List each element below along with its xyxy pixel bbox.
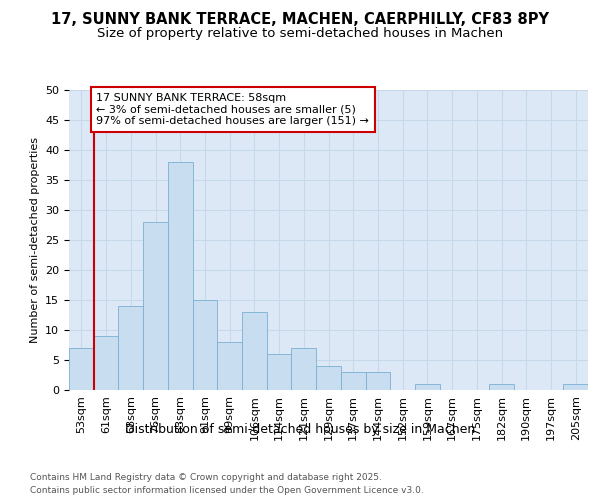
Bar: [267, 354, 292, 390]
Bar: [217, 342, 242, 390]
Bar: [563, 384, 588, 390]
Text: 17 SUNNY BANK TERRACE: 58sqm
← 3% of semi-detached houses are smaller (5)
97% of: 17 SUNNY BANK TERRACE: 58sqm ← 3% of sem…: [96, 93, 369, 126]
Bar: [292, 348, 316, 390]
Bar: [143, 222, 168, 390]
Bar: [69, 348, 94, 390]
Text: Contains HM Land Registry data © Crown copyright and database right 2025.: Contains HM Land Registry data © Crown c…: [30, 472, 382, 482]
Bar: [242, 312, 267, 390]
Bar: [316, 366, 341, 390]
Bar: [94, 336, 118, 390]
Bar: [341, 372, 365, 390]
Text: Size of property relative to semi-detached houses in Machen: Size of property relative to semi-detach…: [97, 28, 503, 40]
Text: 17, SUNNY BANK TERRACE, MACHEN, CAERPHILLY, CF83 8PY: 17, SUNNY BANK TERRACE, MACHEN, CAERPHIL…: [51, 12, 549, 28]
Y-axis label: Number of semi-detached properties: Number of semi-detached properties: [29, 137, 40, 343]
Bar: [365, 372, 390, 390]
Bar: [168, 162, 193, 390]
Bar: [489, 384, 514, 390]
Text: Distribution of semi-detached houses by size in Machen: Distribution of semi-detached houses by …: [125, 422, 475, 436]
Bar: [415, 384, 440, 390]
Bar: [193, 300, 217, 390]
Bar: [118, 306, 143, 390]
Text: Contains public sector information licensed under the Open Government Licence v3: Contains public sector information licen…: [30, 486, 424, 495]
